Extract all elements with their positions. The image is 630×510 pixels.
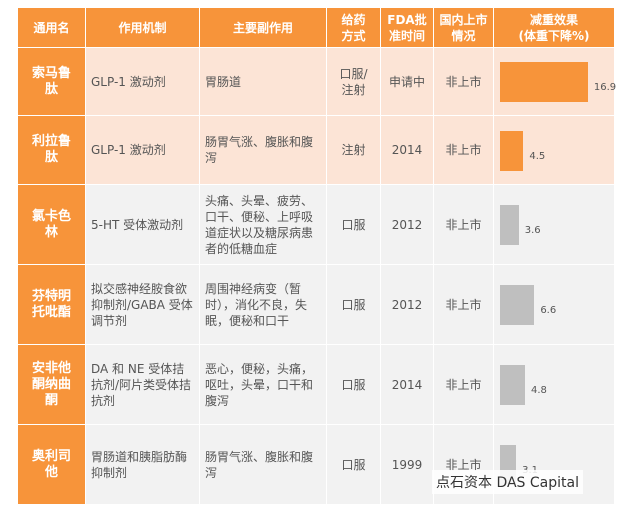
table-cell: DA 和 NE 受体拮抗剂/阿片类受体拮抗剂 bbox=[86, 345, 200, 425]
table-cell: 非上市 bbox=[434, 48, 494, 116]
bar bbox=[500, 285, 535, 325]
table-cell: 头痛、头晕、疲劳、口干、便秘、上呼吸道症状以及糖尿病患者的低糖血症 bbox=[200, 185, 327, 265]
value-label: 16.9 bbox=[593, 82, 617, 93]
bar bbox=[500, 130, 524, 171]
table-cell: GLP-1 激动剂 bbox=[86, 48, 200, 116]
value-label: 3.6 bbox=[524, 225, 541, 236]
value-label: 4.8 bbox=[530, 385, 547, 396]
table-cell: 胃肠道 bbox=[200, 48, 327, 116]
header-cell: 国内上市 情况 bbox=[434, 8, 494, 48]
drug-name: 氯卡色林 bbox=[18, 185, 86, 265]
table-cell: 2014 bbox=[381, 345, 434, 425]
header-cell: 作用机制 bbox=[86, 8, 200, 48]
table-cell: 口服 bbox=[327, 345, 381, 425]
drug-name: 芬特明托吡酯 bbox=[18, 265, 86, 345]
bar bbox=[500, 62, 588, 102]
table-cell: GLP-1 激动剂 bbox=[86, 116, 200, 185]
table-cell: 2012 bbox=[381, 185, 434, 265]
table: 通用名 作用机制 主要副作用 给药 方式 FDA批 准时间 国内上市 情况 减重效果 (体重… bbox=[18, 8, 617, 505]
table-cell: 拟交感神经胺食欲抑制剂/GABA 受体调节剂 bbox=[86, 265, 200, 345]
table-cell: 非上市 bbox=[434, 265, 494, 345]
table-cell: 申请中 bbox=[381, 48, 434, 116]
value-label: 4.5 bbox=[529, 150, 546, 162]
header-cell: 主要副作用 bbox=[200, 8, 327, 48]
watermark: 点石资本 DAS Capital bbox=[432, 470, 583, 494]
table-cell: 2014 bbox=[381, 116, 434, 185]
table-cell: 恶心，便秘，头痛，呕吐，头晕，口干和腹泻 bbox=[200, 345, 327, 425]
header-cell: 给药 方式 bbox=[327, 8, 381, 48]
table-cell: 胃肠道和胰脂肪酶抑制剂 bbox=[86, 425, 200, 505]
table-cell: 非上市 bbox=[434, 116, 494, 185]
header-cell: 减重效果 (体重下降%) bbox=[494, 8, 615, 48]
table-cell: 口服 bbox=[327, 185, 381, 265]
table-cell: 2012 bbox=[381, 265, 434, 345]
drug-name: 索马鲁肽 bbox=[18, 48, 86, 116]
header-cell: 通用名 bbox=[18, 8, 86, 48]
table-cell: 注射 bbox=[327, 116, 381, 185]
table-cell: 口服/ 注射 bbox=[327, 48, 381, 116]
drug-name: 利拉鲁肽 bbox=[18, 116, 86, 185]
table-cell: 口服 bbox=[327, 265, 381, 345]
value-label: 6.6 bbox=[540, 305, 557, 316]
drug-name: 安非他酮纳曲酮 bbox=[18, 345, 86, 425]
table-cell: 1999 bbox=[381, 425, 434, 505]
table-cell: 肠胃气涨、腹胀和腹泻 bbox=[200, 425, 327, 505]
table-cell: 5-HT 受体激动剂 bbox=[86, 185, 200, 265]
bar bbox=[500, 205, 519, 245]
header-cell: FDA批 准时间 bbox=[381, 8, 434, 48]
bar bbox=[500, 365, 525, 405]
table-cell: 周围神经病变（暂时），消化不良，失眠，便秘和口干 bbox=[200, 265, 327, 345]
table-cell: 非上市 bbox=[434, 185, 494, 265]
table-cell: 非上市 bbox=[434, 345, 494, 425]
table-cell: 口服 bbox=[327, 425, 381, 505]
drug-name: 奥利司他 bbox=[18, 425, 86, 505]
table-cell: 肠胃气涨、腹胀和腹泻 bbox=[200, 116, 327, 185]
